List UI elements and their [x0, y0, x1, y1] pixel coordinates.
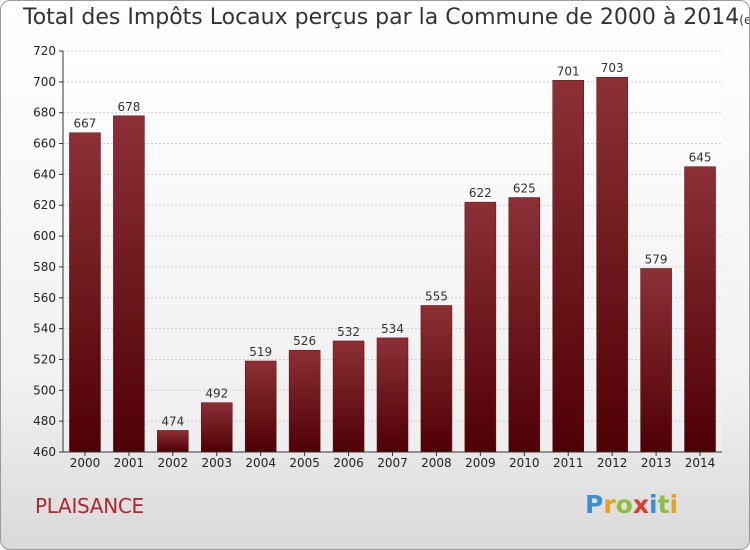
bar-value-label: 625	[513, 182, 536, 196]
y-tick-label: 500	[33, 383, 56, 397]
x-tick-label: 2006	[333, 456, 364, 470]
bar-2009	[464, 201, 497, 453]
chart-title-main: Total des Impôts Locaux perçus par la Co…	[23, 5, 740, 30]
bar-2003	[201, 402, 233, 453]
x-tick-label: 2012	[597, 456, 628, 470]
y-tick-label: 680	[33, 106, 56, 120]
x-tick-label: 2013	[641, 456, 672, 470]
x-tick-label: 2001	[114, 456, 145, 470]
bar-value-label: 645	[689, 151, 712, 165]
chart-title-unit: (en milliers d'€)	[739, 13, 749, 27]
x-tick-label: 2009	[465, 456, 496, 470]
bar-2005	[288, 349, 321, 453]
y-tick-label: 720	[33, 44, 56, 58]
y-tick-label: 460	[33, 445, 56, 459]
bar-2007	[376, 337, 409, 453]
bar-2008	[420, 305, 453, 453]
y-tick-label: 520	[33, 352, 56, 366]
bar-value-label: 579	[645, 252, 668, 266]
x-tick-label: 2011	[553, 456, 584, 470]
bar-value-label: 555	[425, 289, 448, 303]
bar-2014	[684, 166, 716, 453]
y-tick-label: 540	[33, 322, 56, 336]
y-tick-label: 640	[33, 167, 56, 181]
logo-letter-4: i	[649, 490, 658, 519]
bar-value-label: 532	[337, 325, 360, 339]
y-tick-label: 580	[33, 260, 56, 274]
bar-value-label: 667	[74, 117, 97, 131]
logo-letter-6: i	[669, 490, 679, 519]
x-tick-label: 2002	[158, 456, 189, 470]
bar-value-label: 701	[557, 64, 580, 78]
logo-letter-1: r	[603, 490, 616, 519]
commune-name: PLAISANCE	[35, 494, 144, 518]
logo-letter-2: o	[615, 490, 633, 519]
logo-letter-5: t	[657, 490, 670, 519]
bar-2004	[244, 360, 277, 453]
proxiti-logo: Proxiti	[585, 490, 678, 519]
bar-2011	[552, 80, 584, 453]
x-axis-ticks: 2000 2001 2002 2003 2004 2005 2006 2007 2008 2009…	[70, 452, 716, 470]
y-axis-ticks: 460 480 500 520 540 560 580 600 620 640 660 680 700 7…	[33, 44, 63, 459]
y-tick-label: 480	[33, 414, 56, 428]
logo-letter-0: P	[585, 490, 604, 519]
bar-value-label: 678	[117, 100, 140, 114]
bars: 667 678 474 492 519 526 532 534 555 622 625 701 703 5…	[69, 61, 716, 453]
x-tick-label: 2014	[685, 456, 716, 470]
bar-value-label: 492	[205, 387, 228, 401]
x-tick-label: 2004	[245, 456, 276, 470]
bar-value-label: 474	[161, 414, 184, 428]
y-tick-label: 660	[33, 137, 56, 151]
bar-2001	[113, 115, 145, 453]
x-tick-label: 2005	[289, 456, 320, 470]
bar-2012	[596, 76, 628, 453]
x-tick-label: 2000	[70, 456, 101, 470]
bar-value-label: 622	[469, 186, 492, 200]
bar-2013	[640, 268, 672, 453]
x-tick-label: 2010	[509, 456, 540, 470]
bar-value-label: 703	[601, 61, 624, 75]
bar-2000	[69, 132, 101, 453]
y-tick-label: 700	[33, 75, 56, 89]
y-tick-label: 620	[33, 198, 56, 212]
bar-value-label: 519	[249, 345, 272, 359]
x-tick-label: 2007	[377, 456, 408, 470]
chart-title: Total des Impôts Locaux perçus par la Co…	[23, 5, 749, 30]
x-tick-label: 2008	[421, 456, 452, 470]
x-tick-label: 2003	[201, 456, 232, 470]
bar-2006	[332, 340, 365, 453]
bar-2010	[508, 197, 541, 453]
logo-letter-3: x	[632, 490, 649, 519]
y-tick-label: 560	[33, 291, 56, 305]
bar-value-label: 534	[381, 322, 404, 336]
bar-2002	[157, 430, 189, 453]
bar-value-label: 526	[293, 334, 316, 348]
y-tick-label: 600	[33, 229, 56, 243]
